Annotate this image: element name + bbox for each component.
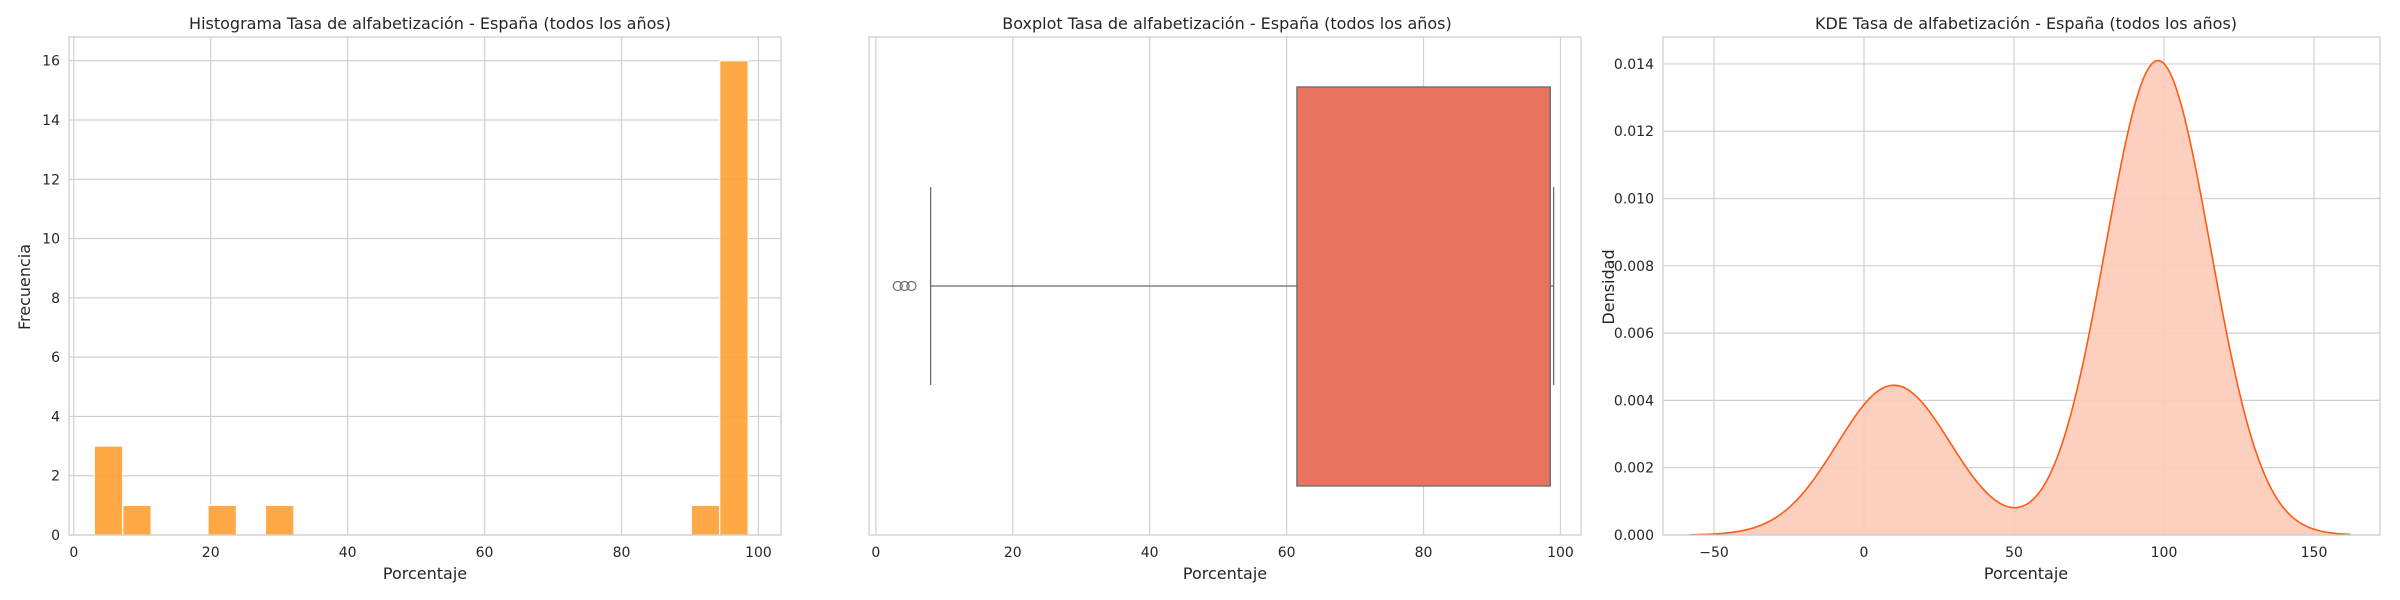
kde-xlabel: Porcentaje [1984, 564, 2068, 583]
kde-x-tick-label: 50 [2005, 545, 2023, 561]
histogram-bar [690, 504, 721, 536]
kde-y-tick-label: 0.006 [1614, 326, 1654, 342]
histogram-bar [93, 445, 124, 536]
histogram-x-tick-label: 20 [202, 545, 220, 561]
boxplot-outlier [906, 280, 917, 292]
histogram-bar [122, 504, 152, 536]
boxplot-x-tick-label: 40 [1141, 545, 1159, 561]
kde-ylabel: Densidad [1599, 249, 1618, 324]
kde-curve-group [1689, 59, 2351, 536]
histogram-panel: Histograma Tasa de alfabetización - Espa… [15, 14, 782, 583]
histogram-y-ticks: 0 2 4 6 8 10 12 14 16 [42, 54, 60, 544]
kde-y-tick-label: 0.000 [1614, 528, 1654, 544]
histogram-y-tick-label: 8 [51, 291, 60, 307]
kde-x-tick-label: 150 [2301, 545, 2328, 561]
kde-y-tick-label: 0.002 [1614, 461, 1654, 477]
histogram-y-tick-label: 10 [42, 232, 60, 248]
kde-line [1689, 59, 2351, 536]
histogram-x-tick-label: 0 [69, 545, 78, 561]
histogram-x-tick-label: 80 [613, 545, 631, 561]
kde-frame [1662, 36, 2381, 536]
kde-x-tick-label: 100 [2151, 545, 2178, 561]
histogram-frame [68, 36, 782, 536]
kde-y-tick-label: 0.010 [1614, 192, 1654, 208]
boxplot-outlier [899, 280, 910, 292]
boxplot-x-tick-label: 100 [1547, 545, 1574, 561]
boxplot-x-tick-label: 0 [871, 545, 880, 561]
boxplot-title: Boxplot Tasa de alfabetización - España … [1002, 14, 1452, 33]
kde-y-tick-label: 0.008 [1614, 259, 1654, 275]
histogram-y-tick-label: 14 [42, 113, 60, 129]
histogram-y-tick-label: 4 [51, 409, 60, 425]
histogram-x-ticks: 0 20 40 60 80 100 [69, 545, 771, 561]
kde-y-tick-label: 0.012 [1614, 124, 1654, 140]
boxplot-outlier [892, 280, 903, 292]
kde-x-tick-label: −50 [1699, 545, 1729, 561]
histogram-bar [207, 504, 237, 536]
kde-grid [1663, 37, 2380, 536]
histogram-y-tick-label: 2 [51, 469, 60, 485]
kde-y-ticks: 0.000 0.002 0.004 0.006 0.008 0.010 0.012 0.014 [1614, 57, 1654, 544]
kde-x-tick-label: 0 [1860, 545, 1869, 561]
histogram-y-tick-label: 6 [51, 350, 60, 366]
histogram-bar [719, 60, 749, 536]
histogram-bar [264, 504, 295, 536]
kde-area [1690, 60, 2350, 535]
histogram-title: Histograma Tasa de alfabetización - Espa… [189, 14, 671, 33]
boxplot-box [1296, 86, 1551, 487]
boxplot-box-group [892, 86, 1555, 487]
histogram-bars [93, 60, 749, 536]
kde-x-ticks: −50 0 50 100 150 [1699, 545, 2327, 561]
histogram-x-tick-label: 40 [339, 545, 357, 561]
histogram-x-tick-label: 60 [476, 545, 494, 561]
boxplot-frame [868, 36, 1582, 536]
histogram-y-tick-label: 12 [42, 172, 60, 188]
boxplot-x-tick-label: 20 [1004, 545, 1022, 561]
boxplot-panel: Boxplot Tasa de alfabetización - España … [868, 14, 1582, 583]
histogram-x-tick-label: 100 [745, 545, 772, 561]
histogram-grid [69, 37, 781, 536]
boxplot-x-tick-label: 60 [1278, 545, 1296, 561]
kde-panel: KDE Tasa de alfabetización - España (tod… [1599, 14, 2381, 583]
boxplot-x-tick-label: 80 [1415, 545, 1433, 561]
histogram-ylabel: Frecuencia [15, 244, 34, 330]
boxplot-xlabel: Porcentaje [1183, 564, 1267, 583]
kde-y-tick-label: 0.014 [1614, 57, 1654, 73]
histogram-y-tick-label: 0 [51, 528, 60, 544]
kde-y-tick-label: 0.004 [1614, 393, 1654, 409]
histogram-xlabel: Porcentaje [383, 564, 467, 583]
histogram-y-tick-label: 16 [42, 54, 60, 70]
kde-title: KDE Tasa de alfabetización - España (tod… [1815, 14, 2237, 33]
boxplot-x-ticks: 0 20 40 60 80 100 [871, 545, 1573, 561]
